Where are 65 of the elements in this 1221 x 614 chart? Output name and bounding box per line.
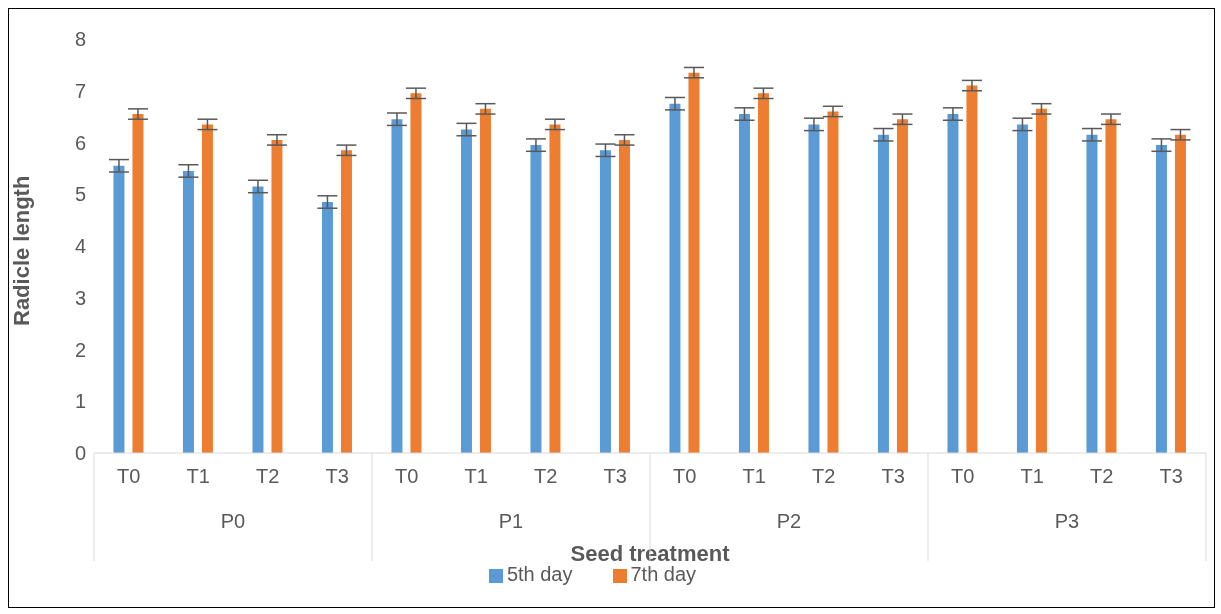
y-tick-label: 1	[74, 390, 86, 413]
bar	[966, 85, 978, 453]
text: P2	[776, 510, 802, 532]
x-tick-label: T3	[1159, 465, 1183, 488]
legend-label: 7th day	[630, 563, 697, 585]
bar	[410, 93, 422, 453]
bar	[132, 114, 144, 453]
x-tick-label: T2	[534, 465, 558, 488]
bar	[182, 170, 194, 453]
y-tick-label: 4	[74, 235, 86, 258]
bar	[340, 150, 352, 453]
x-tick-label: T1	[186, 465, 210, 488]
x-tick-label: T2	[1090, 465, 1114, 488]
x-tick-label: T1	[742, 465, 766, 488]
bar	[738, 114, 750, 453]
y-tick-label: 8	[74, 28, 86, 51]
y-tick-label: 3	[74, 286, 86, 309]
x-tick-label: T0	[395, 465, 419, 488]
bar	[1035, 108, 1047, 453]
legend-label: 5th day	[506, 563, 573, 585]
bar	[599, 150, 611, 453]
text: P0	[220, 510, 246, 532]
bar	[1105, 119, 1117, 453]
bar	[947, 114, 959, 453]
bar	[1016, 124, 1028, 453]
bar	[877, 134, 889, 453]
bar	[669, 103, 681, 453]
x-tick-label: T0	[117, 465, 141, 488]
x-tick-label: T0	[951, 465, 975, 488]
y-tick-label: 7	[74, 79, 86, 102]
text: P3	[1054, 510, 1080, 532]
y-tick-label: 6	[74, 131, 86, 154]
bar	[530, 145, 542, 453]
y-axis-title: Radicle length	[8, 175, 34, 326]
bar	[321, 202, 333, 453]
x-axis-title: Seed treatment	[570, 541, 731, 566]
x-tick-label: T1	[1020, 465, 1044, 488]
x-tick-label: T3	[881, 465, 905, 488]
x-tick-label: T2	[812, 465, 836, 488]
bar	[688, 72, 700, 453]
bar	[479, 108, 491, 453]
bar	[808, 124, 820, 453]
bar	[827, 111, 839, 453]
bar	[252, 186, 264, 453]
bar	[896, 119, 908, 453]
bar	[1174, 134, 1186, 453]
x-tick-label: T1	[464, 465, 488, 488]
bar	[460, 129, 472, 453]
x-tick-label: T3	[325, 465, 349, 488]
text: P1	[498, 510, 524, 532]
x-tick-label: T3	[603, 465, 627, 488]
bar	[113, 165, 125, 453]
x-tick-label: T0	[673, 465, 697, 488]
bar	[1155, 145, 1167, 453]
bar	[549, 124, 561, 453]
bar	[1086, 134, 1098, 453]
x-tick-label: T2	[256, 465, 280, 488]
bar	[201, 124, 213, 453]
bar	[757, 93, 769, 453]
bar	[391, 119, 403, 453]
y-tick-label: 5	[74, 183, 86, 206]
y-tick-label: 2	[74, 338, 86, 361]
y-tick-label: 0	[74, 442, 86, 465]
bar	[618, 139, 630, 453]
bar	[271, 139, 283, 453]
